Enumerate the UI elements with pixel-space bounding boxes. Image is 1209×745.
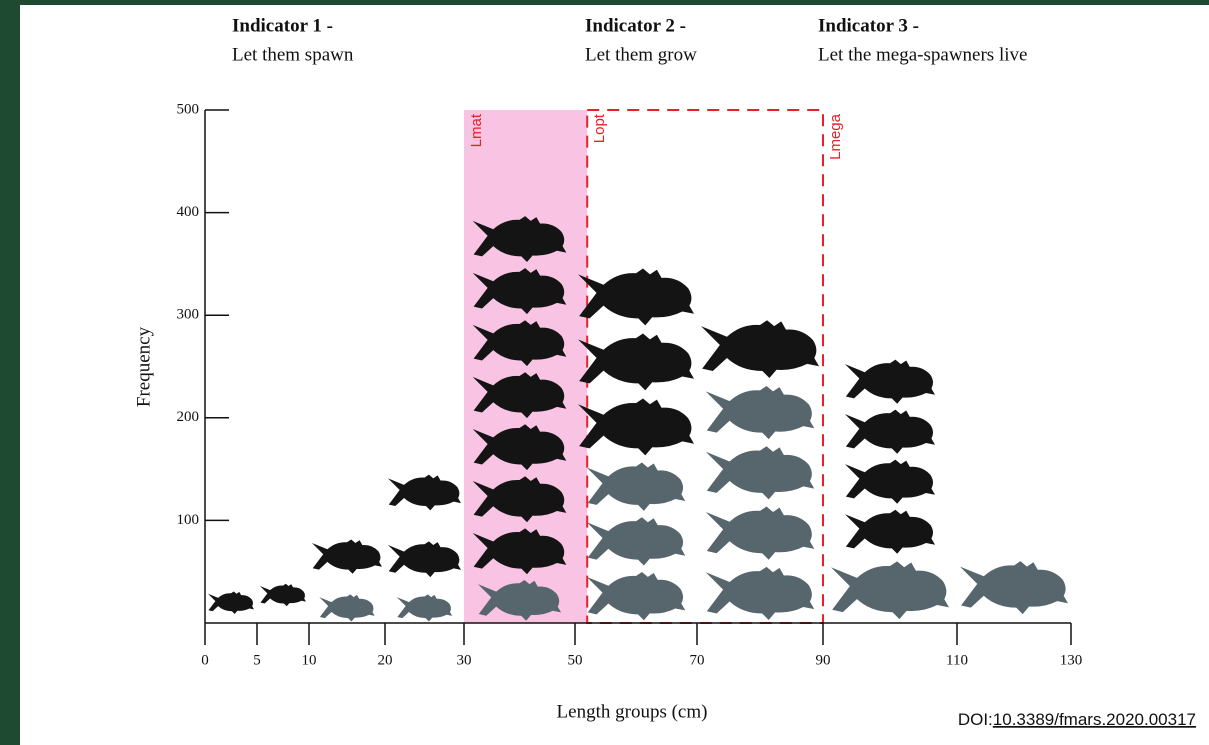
indicator-title: Indicator 1 -: [232, 15, 333, 36]
indicator-title: Indicator 2 -: [585, 15, 686, 36]
chart: Lmat Lopt Lmega Frequency Length groups (c…: [0, 0, 1209, 745]
source-link[interactable]: 10.3389/fmars.2020.00317: [993, 710, 1196, 729]
y-tick-label: 200: [177, 409, 200, 425]
x-tick-label: 30: [457, 652, 472, 668]
annotation-label: Lopt: [591, 113, 608, 143]
x-tick-label: 130: [1060, 652, 1083, 668]
x-tick-label: 10: [302, 652, 317, 668]
fish-stack: [587, 463, 685, 621]
x-axis-label: Length groups (cm): [557, 701, 708, 722]
indicator-subtitle: Let them spawn: [232, 44, 354, 65]
x-tick-label: 5: [253, 652, 261, 668]
y-axis-label: Frequency: [133, 326, 154, 407]
indicator-subtitle: Let them grow: [585, 44, 697, 65]
fish-stack: [578, 269, 694, 456]
y-tick-label: 100: [177, 512, 200, 528]
annotation-label: Lmega: [827, 113, 844, 160]
indicator-title: Indicator 3 -: [818, 15, 919, 36]
x-tick-label: 90: [816, 652, 831, 668]
y-tick-label: 300: [177, 307, 200, 323]
source-prefix: DOI:: [958, 710, 993, 729]
indicator-subtitle: Let the mega-spawners live: [818, 44, 1027, 65]
page: {"chart_data": { "type": "pictograph", "…: [0, 0, 1209, 745]
source: DOI:10.3389/fmars.2020.00317: [958, 710, 1196, 729]
x-tick-label: 50: [568, 652, 583, 668]
y-tick-label: 400: [177, 204, 200, 220]
y-tick-label: 500: [177, 101, 200, 117]
annotation-label: Lmat: [468, 113, 485, 147]
x-tick-label: 110: [946, 652, 968, 668]
x-tick-label: 70: [690, 652, 705, 668]
x-tick-label: 20: [378, 652, 393, 668]
x-tick-label: 0: [201, 652, 209, 668]
